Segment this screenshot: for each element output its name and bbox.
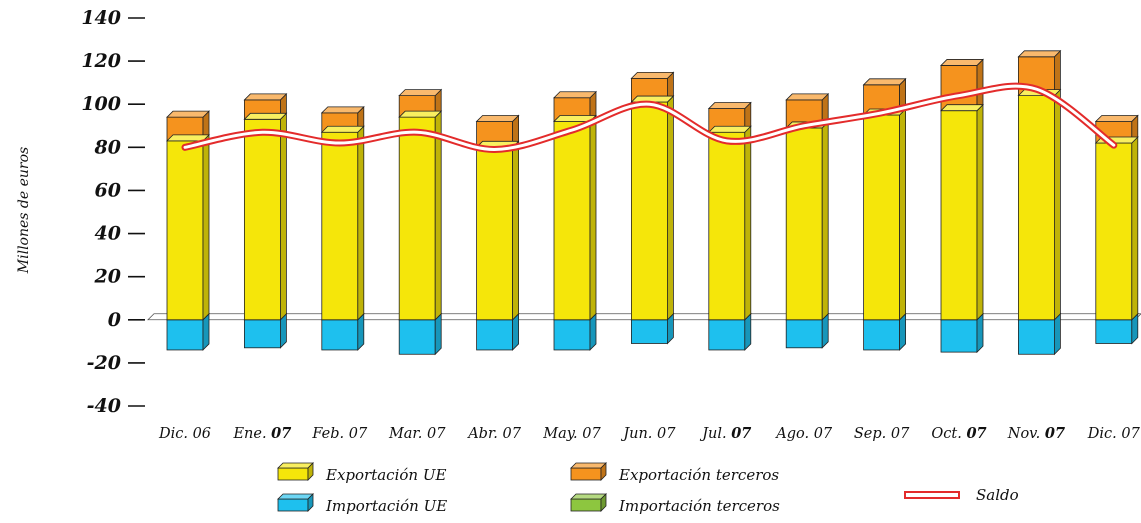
- bar-exportacion-ue: [243, 112, 288, 321]
- x-tick-label: Sep. 07: [854, 426, 910, 442]
- bar-exportacion-ue: [1017, 88, 1062, 321]
- bar-exportacion-ue: [630, 95, 675, 321]
- x-tick-label: Feb. 07: [311, 426, 368, 442]
- legend-swatch-importación-ue: [277, 493, 314, 512]
- y-tick-label: -40: [87, 395, 121, 417]
- bar-exportacion-terceros: [940, 58, 984, 112]
- legend: Exportación UE Exportación terceros Import…: [277, 462, 1019, 515]
- y-tick-label: 80: [94, 136, 121, 158]
- x-tick-label: Ene. 07: [232, 425, 291, 442]
- legend-swatch-exportación-ue: [277, 462, 314, 481]
- y-tick-label: 140: [81, 7, 121, 29]
- legend-swatch-importación-terceros: [570, 493, 607, 512]
- y-tick-label: 100: [81, 93, 121, 115]
- saldo-line-inner: [183, 84, 1116, 151]
- y-tick-label: 0: [108, 309, 121, 331]
- bar-exportacion-ue: [553, 114, 597, 321]
- x-tick-label: Jun. 07: [620, 426, 676, 442]
- y-axis: 140 120 100 80 60 40 20 0 -20 -40: [81, 7, 145, 417]
- legend-swatch-saldo: [904, 491, 960, 499]
- x-tick-label: Abr. 07: [466, 426, 522, 442]
- x-tick-label: Jul. 07: [699, 425, 751, 442]
- bar-exportacion-ue: [1094, 136, 1139, 321]
- bar-importacion-ue: [1094, 312, 1139, 345]
- legend-swatch-exportación-terceros: [570, 462, 607, 481]
- y-tick-label: -20: [87, 352, 121, 374]
- saldo-line: [181, 82, 1118, 153]
- x-tick-label: Dic. 07: [1087, 426, 1141, 442]
- x-tick-label: Ago. 07: [774, 426, 833, 442]
- legend-label: Exportación UE: [325, 466, 446, 484]
- x-tick-label: May. 07: [542, 426, 601, 442]
- legend-label: Importación terceros: [618, 497, 780, 515]
- y-tick-label: 120: [81, 50, 121, 72]
- x-tick-label: Dic. 06: [158, 426, 211, 442]
- bar-exportacion-ue: [940, 103, 984, 321]
- y-tick-label: 40: [95, 223, 121, 245]
- y-tick-label: 60: [95, 179, 121, 201]
- bar-exportacion-ue: [398, 110, 443, 321]
- bar-exportacion-ue: [785, 120, 830, 321]
- y-axis-label: Millones de euros: [16, 147, 32, 274]
- x-tick-label: Nov. 07: [1007, 425, 1065, 442]
- legend-label: Exportación terceros: [618, 466, 779, 484]
- bar-exportacion-ue: [320, 125, 365, 321]
- x-tick-label: Mar. 07: [388, 426, 446, 442]
- bar-exportacion-ue: [166, 133, 210, 321]
- legend-label: Importación UE: [325, 497, 447, 515]
- x-tick-label: Oct. 07: [931, 425, 986, 442]
- x-axis: Dic. 06 Ene. 07 Feb. 07 Mar. 07 Abr. 07 May. …: [158, 425, 1141, 442]
- y-tick-label: 20: [94, 266, 121, 288]
- bar-exportacion-ue: [862, 108, 907, 321]
- legend-label: Saldo: [976, 486, 1019, 504]
- bars: [166, 49, 1139, 356]
- bar-exportacion-ue: [475, 140, 520, 321]
- bar-exportacion-ue: [707, 125, 752, 321]
